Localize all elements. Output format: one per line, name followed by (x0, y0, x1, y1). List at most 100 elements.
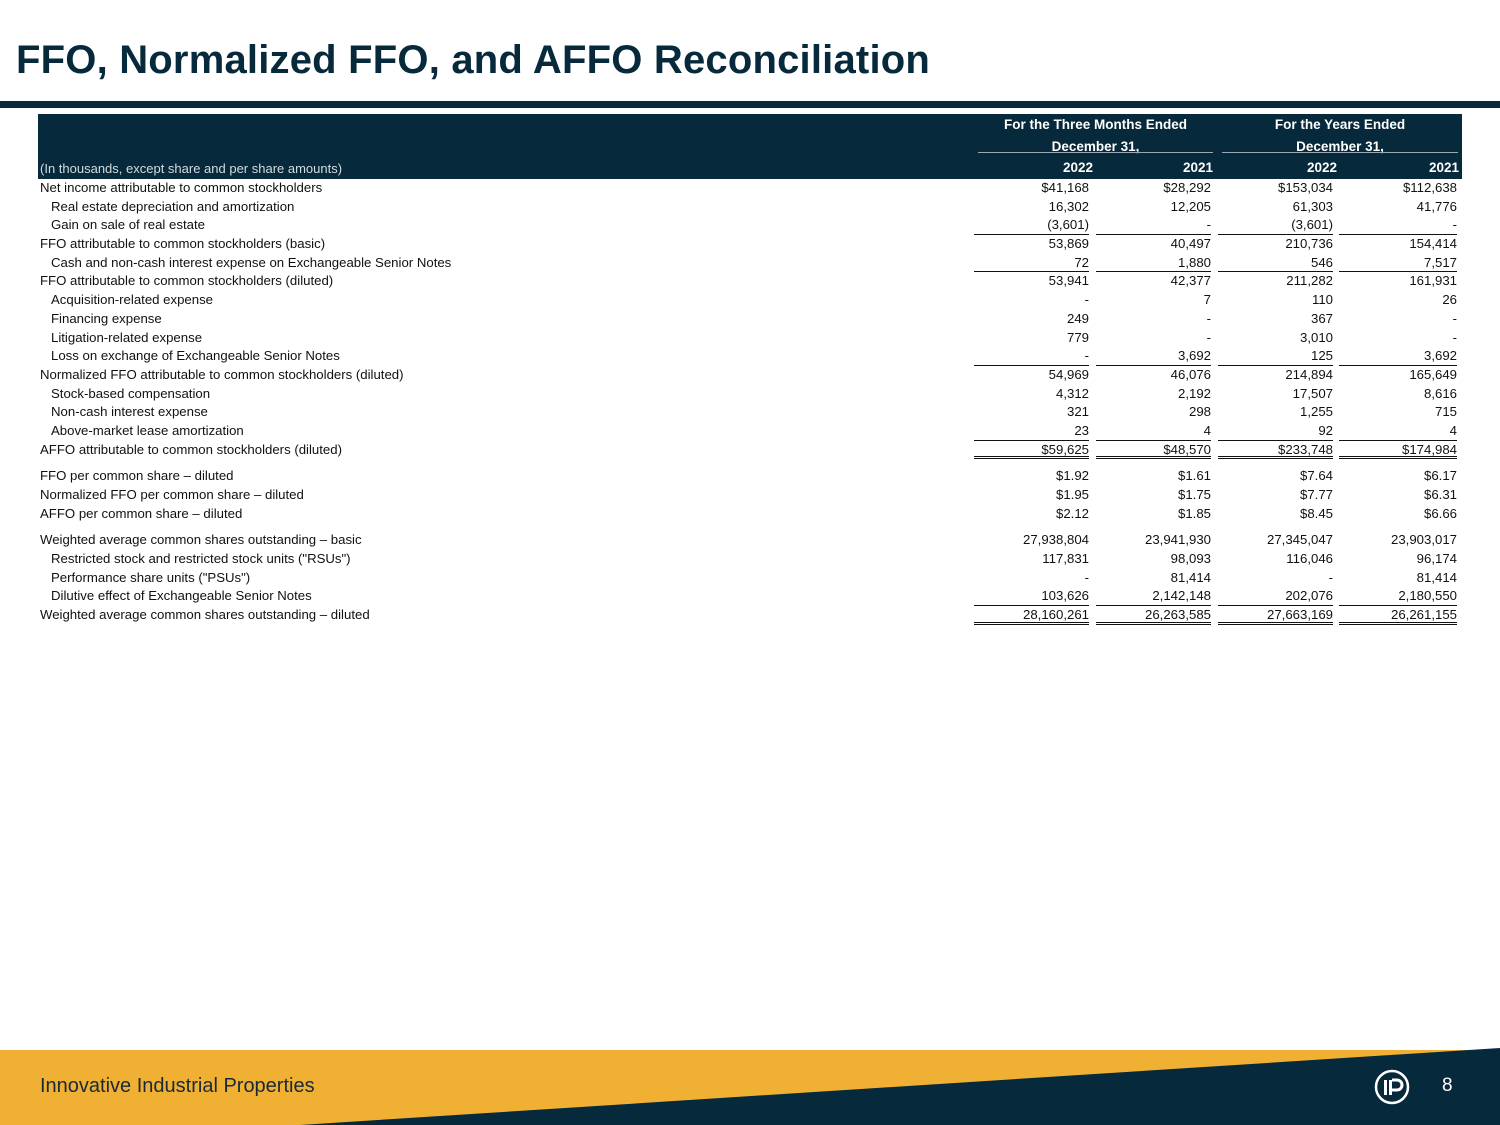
group-underline (1222, 152, 1458, 153)
row-value: 125 (1218, 347, 1333, 366)
row-value: 81,414 (1416, 569, 1457, 585)
group-underline (978, 152, 1213, 153)
row-value: $8.45 (1299, 505, 1333, 521)
row-value: (3,601) (1218, 216, 1333, 236)
row-value: - (1339, 216, 1457, 236)
row-value: 92 (1218, 422, 1333, 441)
three-months-group-header: For the Three Months Ended December 31, (978, 114, 1213, 158)
row-value: 26,261,155 (1339, 606, 1457, 625)
row-value: 321 (1066, 404, 1089, 420)
row-value: $1.75 (1177, 487, 1211, 502)
row-value: 27,345,047 (1266, 532, 1333, 548)
table-row: AFFO per common share – diluted $2.12 $1.8… (38, 505, 1462, 524)
table-row: FFO attributable to common stockholders … (38, 272, 1462, 291)
row-value: 23 (974, 422, 1089, 441)
row-label: FFO per common share – diluted (40, 468, 234, 484)
table-row: Gain on sale of real estate (3,601) - (3,60… (38, 216, 1462, 236)
row-label: Normalized FFO attributable to common st… (40, 366, 404, 382)
group-header-line1: For the Three Months Ended (1003, 117, 1187, 132)
table-row: Stock-based compensation 4,312 2,192 17,507… (38, 385, 1462, 404)
table-row: Above-market lease amortization 23 4 92 4 (38, 422, 1462, 441)
row-value: 40,497 (1170, 236, 1211, 252)
row-value: 53,869 (1048, 236, 1089, 252)
table-caption: (In thousands, except share and per shar… (40, 161, 343, 176)
table-row: Real estate depreciation and amortizatio… (38, 198, 1462, 217)
company-name: Innovative Industrial Properties (40, 1075, 315, 1097)
row-label: Restricted stock and restricted stock un… (51, 551, 351, 567)
table-row: AFFO attributable to common stockholders… (38, 441, 1462, 460)
group-header-line2: December 31, (1051, 139, 1140, 154)
row-value: - (1452, 329, 1457, 345)
row-label: Net income attributable to common stockh… (40, 180, 323, 195)
table-row: Restricted stock and restricted stock un… (38, 550, 1462, 569)
row-value: 26,263,585 (1096, 606, 1211, 625)
row-value: $6.66 (1423, 505, 1457, 521)
row-value: $6.17 (1423, 468, 1457, 484)
table-row: Normalized FFO per common share – dilute… (38, 486, 1462, 505)
row-value: 211,282 (1286, 273, 1333, 289)
year-header-y-2022: 2022 (1306, 160, 1337, 175)
row-value: $1.61 (1177, 468, 1211, 484)
row-value: 2,180,550 (1339, 587, 1457, 607)
year-header-y-2021: 2021 (1428, 160, 1459, 175)
table-row: Weighted average common shares outstandi… (38, 606, 1462, 625)
row-value: 27,938,804 (1022, 532, 1089, 548)
row-value: $1.85 (1177, 505, 1211, 521)
table-row: Financing expense 249 - 367 - (38, 310, 1462, 329)
table-row: Normalized FFO attributable to common st… (38, 366, 1462, 385)
row-value: 202,076 (1218, 587, 1333, 607)
row-value: 110 (1311, 292, 1333, 308)
year-header-q-2022: 2022 (1062, 160, 1093, 175)
row-label: Financing expense (51, 310, 162, 326)
row-value: 1,880 (1096, 254, 1211, 273)
row-value: 54,969 (1048, 366, 1089, 382)
row-value: 28,160,261 (974, 606, 1089, 625)
table-row: Cash and non-cash interest expense on Ex… (38, 254, 1462, 273)
year-header-q-2021: 2021 (1182, 160, 1213, 175)
row-value: - (1328, 569, 1333, 585)
table-row: FFO attributable to common stockholders … (38, 235, 1462, 254)
row-value: 81,414 (1170, 569, 1211, 585)
row-value: $1.95 (1055, 487, 1089, 502)
row-label: Gain on sale of real estate (51, 217, 205, 233)
row-value: 7,517 (1339, 254, 1457, 273)
page-number: 8 (1442, 1075, 1453, 1096)
iip-logo-icon (1374, 1069, 1410, 1105)
row-value: 367 (1310, 310, 1333, 326)
page-title: FFO, Normalized FFO, and AFFO Reconcilia… (16, 38, 931, 82)
row-value: 210,736 (1285, 236, 1333, 252)
row-value: 715 (1434, 404, 1457, 420)
row-value: 23,903,017 (1390, 532, 1457, 548)
row-label: FFO attributable to common stockholders … (40, 236, 326, 252)
row-label: Above-market lease amortization (51, 422, 244, 438)
group-header-line2: December 31, (1296, 139, 1384, 154)
table-row: Litigation-related expense 779 - 3,010 - (38, 329, 1462, 348)
row-spacer (38, 459, 1462, 467)
row-value: $6.31 (1423, 487, 1457, 502)
title-rule (0, 101, 1500, 108)
row-value: - (1452, 310, 1457, 326)
row-label: FFO attributable to common stockholders … (40, 273, 334, 289)
row-value: 116,046 (1286, 551, 1333, 567)
row-label: Dilutive effect of Exchangeable Senior N… (51, 588, 312, 604)
row-value: 41,776 (1416, 198, 1457, 214)
row-value: 3,010 (1299, 329, 1333, 345)
row-label: Real estate depreciation and amortizatio… (51, 198, 295, 214)
table-row: Weighted average common shares outstandi… (38, 531, 1462, 550)
row-value: $7.77 (1299, 487, 1333, 502)
row-value: $1.92 (1055, 468, 1089, 484)
row-value: $112,638 (1402, 180, 1457, 195)
row-value: 3,692 (1096, 347, 1211, 366)
row-value: - (1084, 292, 1089, 308)
years-group-header: For the Years Ended December 31, (1222, 114, 1458, 158)
table-row: FFO per common share – diluted $1.92 $1.61… (38, 467, 1462, 486)
row-spacer (38, 523, 1462, 531)
row-value: - (1084, 569, 1089, 585)
row-value: - (1206, 329, 1211, 345)
row-value: 154,414 (1409, 236, 1457, 252)
table-row: Acquisition-related expense - 7 110 26 (38, 291, 1462, 310)
table-row: Dilutive effect of Exchangeable Senior N… (38, 587, 1462, 607)
row-label: Cash and non-cash interest expense on Ex… (51, 254, 452, 270)
row-value: 12,205 (1170, 198, 1211, 214)
row-value: $41,168 (1041, 180, 1089, 195)
